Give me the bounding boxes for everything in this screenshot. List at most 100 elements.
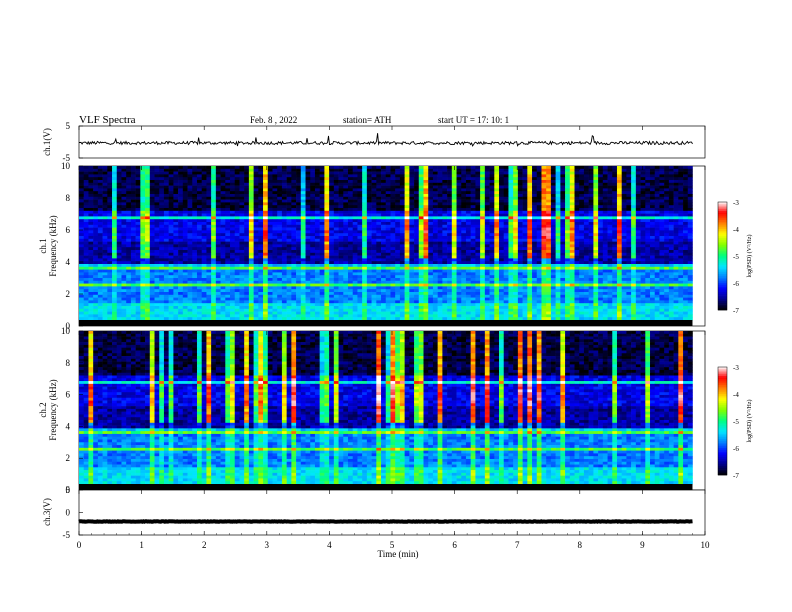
spectrogram-cell: [112, 264, 118, 268]
spectrogram-cell: [404, 238, 410, 242]
spectrogram-cell: [281, 244, 287, 248]
spectrogram-cell: [527, 224, 533, 228]
spectrogram-cell: [503, 255, 509, 259]
spectrogram-cell: [593, 255, 599, 259]
spectrogram-cell: [381, 202, 387, 206]
spectrogram-cell: [178, 185, 184, 189]
spectrogram-cell: [456, 227, 462, 231]
spectrogram-cell: [560, 171, 566, 175]
spectrogram-cell: [187, 230, 193, 234]
spectrogram-cell: [593, 233, 599, 237]
spectrogram-cell: [329, 252, 335, 256]
spectrogram-cell: [640, 185, 646, 189]
spectrogram-cell: [376, 233, 382, 237]
spectrogram-cell: [640, 247, 646, 251]
spectrogram-cell: [244, 191, 250, 195]
spectrogram-cell: [447, 180, 453, 184]
spectrogram-cell: [130, 227, 136, 231]
spectrogram-cell: [97, 171, 103, 175]
spectrogram-cell: [211, 168, 217, 172]
spectrogram-cell: [381, 261, 387, 265]
spectrogram-cell: [414, 261, 420, 265]
spectrogram-cell: [347, 233, 354, 237]
spectrogram-cell: [121, 227, 127, 231]
spectrogram-cell: [574, 258, 580, 262]
spectrogram-cell: [281, 222, 287, 226]
spectrogram-cell: [546, 255, 552, 259]
spectrogram-cell: [88, 168, 94, 172]
spectrogram-cell: [253, 166, 259, 170]
spectrogram-cell: [140, 174, 146, 178]
spectrogram-cell: [569, 202, 575, 206]
spectrogram-cell: [244, 185, 250, 189]
spectrogram-cell: [182, 202, 188, 206]
spectrogram-cell: [583, 199, 589, 203]
spectrogram-cell: [362, 213, 368, 217]
spectrogram-cell: [451, 194, 457, 198]
spectrogram-cell: [352, 205, 358, 209]
spectrogram-cell: [107, 264, 113, 268]
spectrogram-cell: [635, 166, 641, 170]
spectrogram-cell: [126, 205, 132, 209]
spectrogram-cell: [683, 238, 689, 242]
spectrogram-cell: [130, 210, 136, 214]
spectrogram-cell: [116, 244, 122, 248]
spectrogram-cell: [598, 180, 604, 184]
spectrogram-cell: [418, 174, 424, 178]
spectrogram-cell: [569, 252, 575, 256]
spectrogram-cell: [569, 196, 575, 200]
spectrogram-cell: [664, 264, 670, 268]
spectrogram-cell: [414, 177, 420, 181]
spectrogram-cell: [461, 244, 467, 248]
spectrogram-cell: [631, 196, 637, 200]
spectrogram-cell: [376, 250, 382, 254]
spectrogram-cell: [305, 185, 311, 189]
spectrogram-cell: [338, 244, 344, 248]
spectrogram-cell: [451, 236, 457, 240]
spectrogram-cell: [338, 202, 344, 206]
spectrogram-cell: [329, 261, 335, 265]
spectrogram-cell: [437, 166, 443, 170]
spectrogram-cell: [447, 219, 453, 223]
spectrogram-cell: [461, 208, 467, 212]
spectrogram-cell: [583, 166, 589, 170]
spectrogram-cell: [650, 166, 656, 170]
spectrogram-cell: [230, 166, 236, 170]
spectrogram-cell: [121, 238, 127, 242]
spectrogram-cell: [291, 244, 297, 248]
spectrogram-cell: [659, 171, 665, 175]
spectrogram-cell: [93, 166, 99, 170]
spectrogram-cell: [366, 250, 372, 254]
spectrogram-cell: [182, 194, 188, 198]
spectrogram-cell: [626, 208, 632, 212]
spectrogram-cell: [267, 244, 273, 248]
spectrogram-cell: [314, 219, 320, 223]
spectrogram-cell: [612, 230, 618, 234]
spectrogram-cell: [343, 180, 349, 184]
spectrogram-cell: [404, 261, 410, 265]
spectrogram-cell: [83, 208, 89, 212]
spectrogram-cell: [480, 222, 486, 226]
spectrogram-cell: [135, 255, 141, 259]
spectrogram-cell: [362, 233, 368, 237]
spectrogram-cell: [206, 205, 212, 209]
spectrogram-cell: [211, 185, 217, 189]
spectrogram-cell: [522, 238, 528, 242]
spectrogram-cell: [329, 241, 335, 245]
spectrogram-cell: [154, 266, 160, 270]
spectrogram-cell: [88, 171, 94, 175]
spectrogram-cell: [281, 266, 287, 270]
spectrogram-cell: [461, 182, 467, 186]
spectrogram-cell: [499, 244, 505, 248]
spectrogram-cell: [130, 224, 136, 228]
spectrogram-cell: [296, 194, 302, 198]
spectrogram-cell: [423, 213, 429, 217]
spectrogram-cell: [333, 185, 339, 189]
spectrogram-cell: [357, 236, 363, 240]
spectrogram-cell: [88, 208, 94, 212]
spectrogram-cell: [456, 177, 462, 181]
spectrogram-cell: [470, 216, 476, 220]
ch1-spectrogram-cells: [79, 166, 693, 326]
spectrogram-cell: [230, 182, 236, 186]
spectrogram-cell: [253, 261, 259, 265]
